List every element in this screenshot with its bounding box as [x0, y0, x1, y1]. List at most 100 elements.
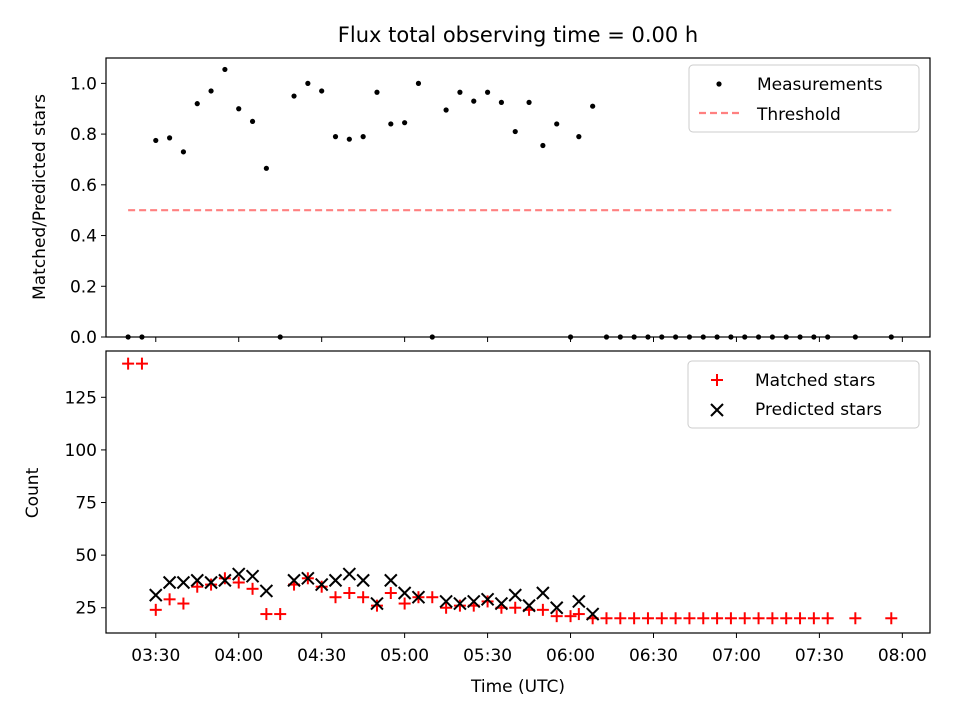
predicted-star-point	[218, 573, 232, 588]
predicted-star-point	[370, 596, 384, 611]
bottom-x-axis-ticks: 03:30 04:00 04:30 05:00 05:30 06:00 06:30 07:00…	[131, 633, 927, 666]
measurement-point	[402, 120, 408, 126]
predicted-star-stroke-b	[536, 586, 550, 600]
matched-star-point	[315, 580, 328, 593]
bottom-x-tick-label: 08:00	[878, 646, 927, 666]
predicted-star-stroke-b	[480, 592, 495, 607]
measurement-point	[332, 134, 339, 140]
measurement-point	[236, 106, 242, 112]
measurement-point	[498, 99, 505, 105]
legend-matched-marker	[711, 374, 723, 386]
bottom-panel: 25 50 75 100 125 03:30 04:00 04:30 05:00 05:30 06…	[23, 350, 931, 697]
matched-star-point	[177, 597, 190, 610]
top-y-tick-label: 0.2	[70, 277, 97, 297]
top-y-axis-label: Matched/Predicted stars	[30, 94, 50, 300]
predicted-star-stroke-b	[301, 571, 315, 585]
predicted-star-stroke-b	[585, 607, 600, 621]
bottom-axes-frame	[105, 350, 931, 634]
predicted-star-point	[480, 592, 495, 607]
matched-star-point	[384, 587, 397, 600]
predicted-star-point	[232, 567, 246, 581]
measurement-point	[526, 99, 532, 105]
predicted-star-stroke-b	[204, 575, 218, 590]
top-panel: 0.0 0.2 0.4 0.6 0.8 1.0 Matched/Predicted sta…	[30, 57, 931, 348]
predicted-star-stroke-b	[508, 588, 522, 602]
top-legend: Measurements Threshold	[688, 64, 920, 133]
measurement-point	[590, 103, 596, 109]
predicted-star-point	[149, 588, 163, 602]
predicted-star-point	[508, 588, 522, 602]
measurement-point	[443, 107, 449, 113]
bottom-x-tick-label: 04:00	[214, 646, 263, 666]
predicted-star-stroke-b	[494, 596, 509, 611]
predicted-star-stroke-b	[439, 594, 453, 609]
top-y-axis-ticks: 0.0 0.2 0.4 0.6 0.8 1.0	[70, 74, 106, 348]
measurement-point	[360, 134, 366, 140]
top-y-tick-label: 0.8	[70, 125, 97, 145]
legend-measurements-label: Measurements	[757, 75, 883, 95]
matched-star-point	[641, 612, 654, 625]
predicted-star-stroke-b	[190, 573, 204, 588]
predicted-star-stroke-b	[522, 598, 536, 613]
measurement-point	[415, 80, 422, 86]
matched-star-point	[426, 591, 439, 604]
bottom-y-tick-label: 25	[75, 599, 97, 619]
predicted-star-stroke-b	[149, 588, 163, 602]
measurement-point	[194, 101, 200, 107]
matched-star-point	[780, 612, 793, 625]
measurement-point	[291, 93, 297, 99]
matched-star-point	[163, 593, 176, 606]
matched-star-point	[440, 601, 453, 614]
measurement-point	[263, 165, 269, 171]
measurement-point	[166, 135, 173, 141]
matched-star-point	[794, 612, 807, 625]
bottom-x-tick-label: 05:30	[463, 646, 512, 666]
measurement-point	[471, 98, 477, 104]
matched-star-point	[849, 612, 862, 625]
predicted-star-point	[550, 601, 564, 615]
predicted-star-stroke-b	[550, 601, 564, 615]
legend-predicted-marker	[710, 403, 724, 417]
measurement-point	[222, 66, 228, 73]
matched-star-point	[149, 603, 162, 616]
top-y-tick-label: 0.0	[70, 328, 97, 348]
predicted-star-point	[585, 607, 600, 621]
predicted-star-point	[384, 573, 398, 588]
top-axes-frame	[105, 57, 931, 338]
predicted-star-point	[397, 586, 412, 600]
matched-star-point	[614, 612, 627, 625]
matched-star-point	[122, 357, 135, 370]
measurement-point	[554, 121, 560, 127]
predicted-star-point	[572, 594, 586, 609]
predicted-star-point	[494, 596, 509, 611]
predicted-star-stroke-b	[328, 573, 343, 588]
predicted-star-stroke-b	[287, 573, 301, 588]
matched-star-point	[274, 608, 287, 621]
bottom-plot-marks	[122, 357, 898, 625]
legend-threshold-label: Threshold	[756, 105, 841, 125]
measurement-point	[576, 134, 582, 140]
legend-matched-label: Matched stars	[755, 371, 875, 391]
bottom-y-axis-ticks: 25 50 75 100 125	[65, 388, 106, 619]
predicted-star-stroke-b	[342, 567, 357, 581]
predicted-star-point	[328, 573, 343, 588]
matched-star-point	[600, 612, 613, 625]
measurement-point	[540, 142, 546, 149]
matched-star-point	[246, 582, 259, 595]
matched-star-point	[536, 603, 549, 616]
predicted-star-stroke-b	[259, 584, 274, 598]
bottom-y-tick-label: 100	[65, 441, 97, 461]
predicted-star-stroke-b	[467, 594, 481, 609]
bottom-x-tick-label: 07:30	[795, 646, 844, 666]
predicted-star-point	[245, 569, 260, 583]
chart-title: Flux total observing time = 0.00 h	[338, 23, 698, 47]
bottom-y-tick-label: 125	[65, 388, 97, 408]
matched-star-point	[628, 612, 641, 625]
matched-star-point	[752, 612, 765, 625]
predicted-star-point	[356, 573, 370, 588]
matched-star-point	[232, 576, 245, 589]
measurement-point	[512, 128, 518, 135]
predicted-star-point	[162, 575, 177, 590]
predicted-star-point	[536, 586, 550, 600]
